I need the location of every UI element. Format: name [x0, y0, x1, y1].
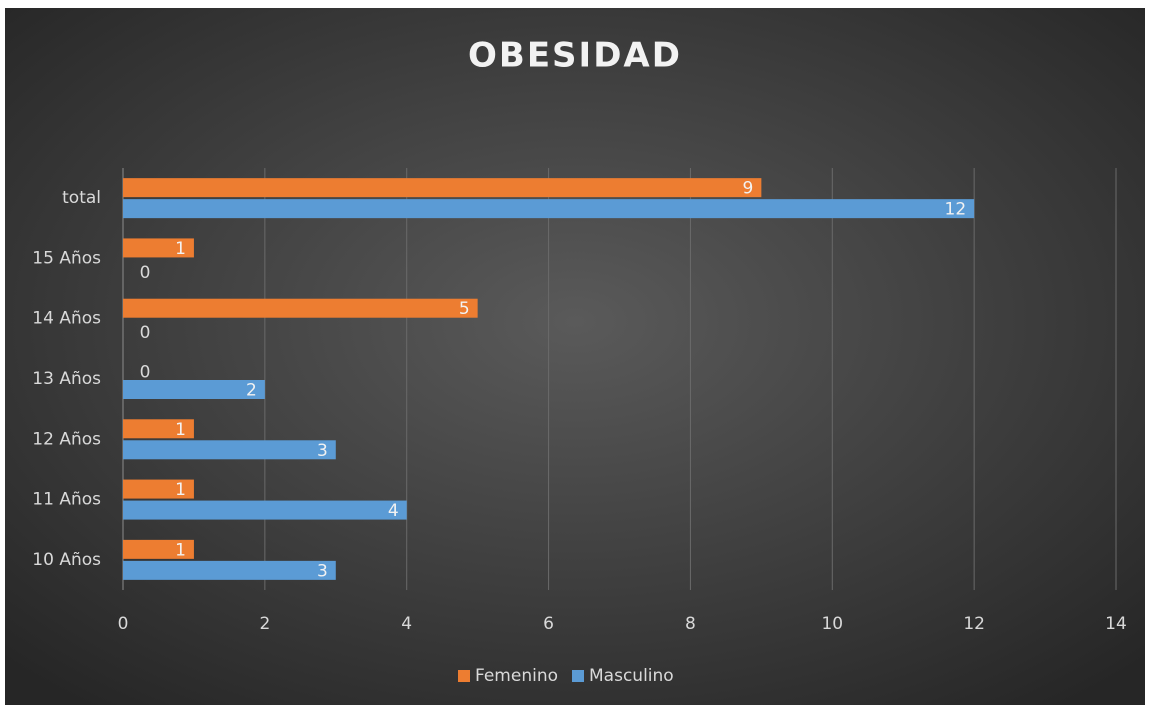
bar: [123, 560, 336, 580]
x-tick-label: 12: [963, 614, 985, 634]
data-label: 1: [175, 480, 186, 500]
data-label: 0: [140, 263, 151, 283]
chart-title: OBESIDAD: [468, 36, 682, 76]
bar: [123, 178, 762, 198]
y-tick-label: 12 Años: [32, 429, 101, 449]
bar: [123, 419, 194, 439]
data-label: 1: [175, 540, 186, 560]
bar: [123, 479, 194, 499]
data-label: 1: [175, 420, 186, 440]
bar: [123, 298, 478, 318]
y-tick-label: 14 Años: [32, 309, 101, 329]
bar: [123, 199, 975, 219]
data-label: 9: [743, 179, 754, 199]
data-label: 0: [140, 363, 151, 383]
bar: [123, 500, 407, 520]
bar: [123, 440, 336, 460]
chart-background: [5, 8, 1145, 705]
x-tick-label: 14: [1105, 614, 1127, 634]
y-tick-label: 11 Años: [32, 490, 101, 510]
y-tick-label: 13 Años: [32, 369, 101, 389]
data-label: 5: [459, 299, 470, 319]
y-tick-label: 15 Años: [32, 248, 101, 268]
x-tick-label: 10: [821, 614, 843, 634]
x-tick-label: 0: [118, 614, 129, 634]
bar: [123, 539, 194, 559]
legend-swatch: [572, 670, 584, 682]
x-tick-label: 4: [401, 614, 412, 634]
data-label: 1: [175, 239, 186, 259]
bar: [123, 238, 194, 258]
legend-label: Femenino: [475, 666, 558, 686]
x-tick-label: 2: [259, 614, 270, 634]
data-label: 0: [140, 323, 151, 343]
legend-label: Masculino: [589, 666, 674, 686]
data-label: 3: [317, 441, 328, 461]
data-label: 4: [388, 501, 399, 521]
x-tick-label: 8: [685, 614, 696, 634]
y-tick-label: total: [62, 188, 101, 208]
data-label: 3: [317, 561, 328, 581]
data-label: 12: [945, 200, 967, 220]
data-label: 2: [246, 381, 257, 401]
legend-swatch: [458, 670, 470, 682]
bar: [123, 380, 265, 399]
y-tick-label: 10 Años: [32, 550, 101, 570]
x-tick-label: 6: [543, 614, 554, 634]
